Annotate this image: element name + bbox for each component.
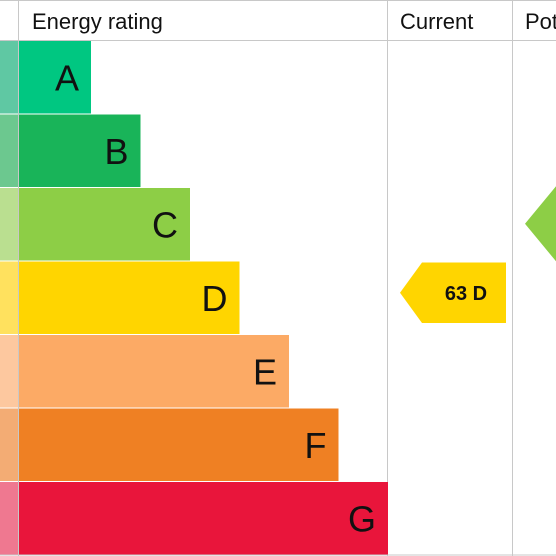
band-edge-a — [0, 41, 18, 114]
potential-rating-arrow — [525, 186, 556, 262]
band-letter-g: G — [348, 498, 376, 539]
band-bar-d — [19, 261, 240, 334]
current-rating-arrow — [400, 262, 506, 323]
band-edge-f — [0, 408, 18, 481]
band-bar-a — [19, 41, 91, 114]
band-bar-b — [19, 114, 141, 187]
band-bar-f — [19, 408, 339, 481]
band-edge-g — [0, 482, 18, 555]
current-header: Current — [400, 9, 473, 34]
energy-rating-header: Energy rating — [32, 9, 163, 34]
band-edge-b — [0, 114, 18, 187]
current-rating-label: 63 D — [445, 283, 487, 305]
band-letter-e: E — [253, 351, 277, 392]
band-letter-c: C — [152, 204, 178, 245]
band-edge-d — [0, 261, 18, 334]
band-edge-c — [0, 188, 18, 261]
band-letter-a: A — [55, 57, 79, 98]
chart-header: Energy rating Current Pot — [32, 9, 556, 34]
band-edge-e — [0, 335, 18, 408]
band-bar-e — [19, 335, 289, 408]
rating-arrows: 63 D — [400, 186, 556, 323]
band-bar-g — [19, 482, 388, 555]
band-letter-d: D — [202, 278, 228, 319]
band-bar-c — [19, 188, 190, 261]
band-letter-b: B — [104, 131, 128, 172]
potential-header: Pot — [525, 9, 556, 34]
band-letter-f: F — [305, 425, 327, 466]
